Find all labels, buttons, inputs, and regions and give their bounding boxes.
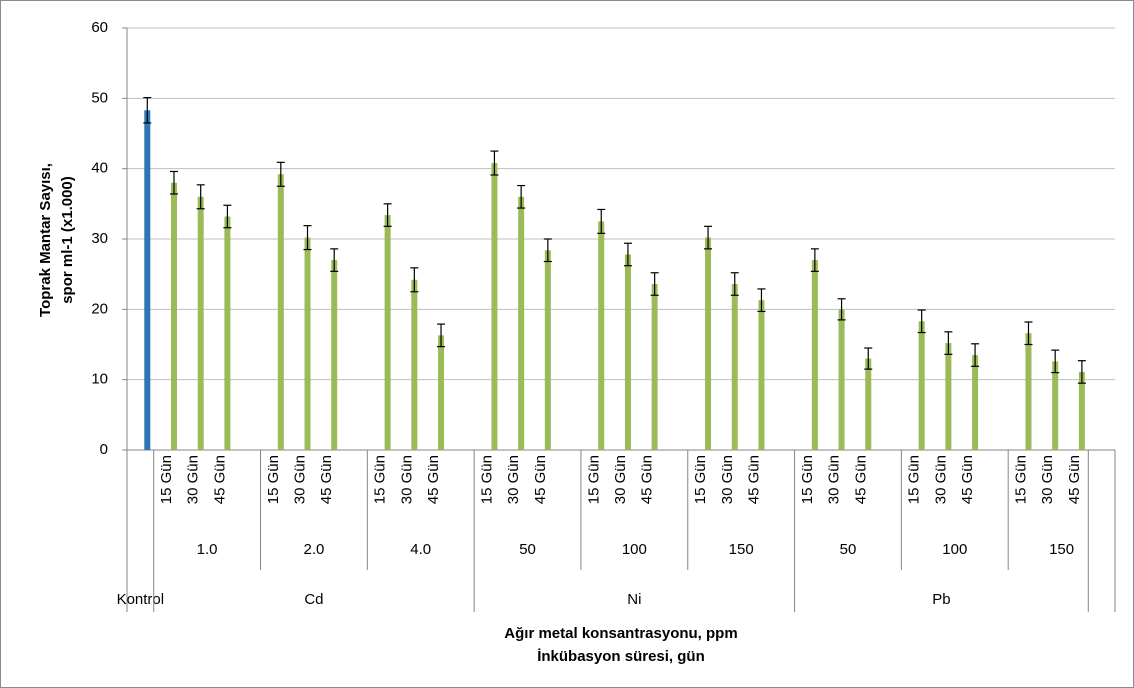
x-tick-label: 30 Gün	[292, 455, 309, 504]
bar	[705, 237, 712, 450]
group-label: Cd	[304, 591, 323, 608]
bar	[865, 358, 872, 450]
x-tick-label: 30 Gün	[398, 455, 415, 504]
y-axis-label: spor ml-1 (x1.000)	[59, 176, 76, 304]
bar	[304, 237, 311, 450]
x-tick-label: 45 Gün	[639, 455, 656, 504]
x-tick-label: 15 Gün	[906, 455, 923, 504]
y-tick-label: 10	[91, 371, 108, 388]
x-tick-label: 45 Gün	[852, 455, 869, 504]
bar	[811, 260, 818, 450]
subgroup-label: 100	[622, 541, 647, 558]
x-tick-label: 15 Gün	[158, 455, 175, 504]
x-tick-label: 15 Gün	[372, 455, 389, 504]
y-tick-label: 30	[91, 230, 108, 247]
x-tick-label: 30 Gün	[612, 455, 629, 504]
bar	[838, 309, 845, 450]
bar	[624, 254, 631, 450]
bar	[331, 260, 338, 450]
bar	[197, 196, 204, 450]
subgroup-label: 50	[519, 541, 536, 558]
bar	[438, 335, 445, 450]
subgroup-label: 2.0	[303, 541, 324, 558]
bar	[1052, 361, 1059, 450]
bar	[651, 284, 658, 450]
x-tick-label: 45 Gün	[211, 455, 228, 504]
group-label: Pb	[932, 591, 950, 608]
bar	[518, 196, 525, 450]
bar	[224, 216, 231, 450]
group-label: Kontrol	[117, 591, 165, 608]
x-tick-label: 45 Gün	[1066, 455, 1083, 504]
y-tick-label: 40	[91, 160, 108, 177]
bar	[1078, 371, 1085, 450]
bar	[758, 300, 765, 450]
y-tick-label: 60	[91, 19, 108, 36]
x-tick-label: 45 Gün	[959, 455, 976, 504]
group-label: Ni	[627, 591, 641, 608]
bar	[598, 221, 605, 450]
x-axis-label: İnkübasyon süresi, gün	[537, 648, 705, 665]
bar	[491, 163, 498, 451]
bar	[277, 174, 284, 450]
bar	[945, 343, 952, 450]
bar	[170, 182, 177, 450]
y-axis-label: Toprak Mantar Sayısı,	[37, 163, 54, 317]
x-tick-label: 30 Gün	[932, 455, 949, 504]
x-tick-label: 15 Gün	[799, 455, 816, 504]
x-tick-label: 45 Gün	[532, 455, 549, 504]
bar	[918, 321, 925, 450]
x-tick-label: 45 Gün	[318, 455, 335, 504]
subgroup-label: 50	[840, 541, 857, 558]
bar	[544, 250, 551, 450]
x-tick-label: 30 Gün	[1039, 455, 1056, 504]
y-tick-label: 20	[91, 300, 108, 317]
x-tick-label: 30 Gün	[185, 455, 202, 504]
subgroup-label: 100	[942, 541, 967, 558]
x-tick-label: 15 Gün	[478, 455, 495, 504]
subgroup-label: 150	[1049, 541, 1074, 558]
y-tick-label: 50	[91, 89, 108, 106]
bar	[731, 284, 738, 450]
x-axis-label: Ağır metal konsantrasyonu, ppm	[504, 625, 737, 642]
bar	[144, 110, 151, 450]
subgroup-label: 150	[729, 541, 754, 558]
x-tick-label: 15 Gün	[265, 455, 282, 504]
x-tick-label: 30 Gün	[719, 455, 736, 504]
bar	[972, 355, 979, 450]
x-tick-label: 15 Gün	[585, 455, 602, 504]
x-tick-label: 30 Gün	[505, 455, 522, 504]
y-tick-label: 0	[100, 441, 108, 458]
bar	[1025, 333, 1032, 450]
x-tick-label: 15 Gün	[1013, 455, 1030, 504]
x-tick-label: 45 Gün	[745, 455, 762, 504]
subgroup-label: 1.0	[197, 541, 218, 558]
x-tick-label: 45 Gün	[425, 455, 442, 504]
bar	[384, 215, 391, 450]
x-tick-label: 30 Gün	[826, 455, 843, 504]
subgroup-label: 4.0	[410, 541, 431, 558]
bar	[411, 279, 418, 450]
x-tick-label: 15 Gün	[692, 455, 709, 504]
